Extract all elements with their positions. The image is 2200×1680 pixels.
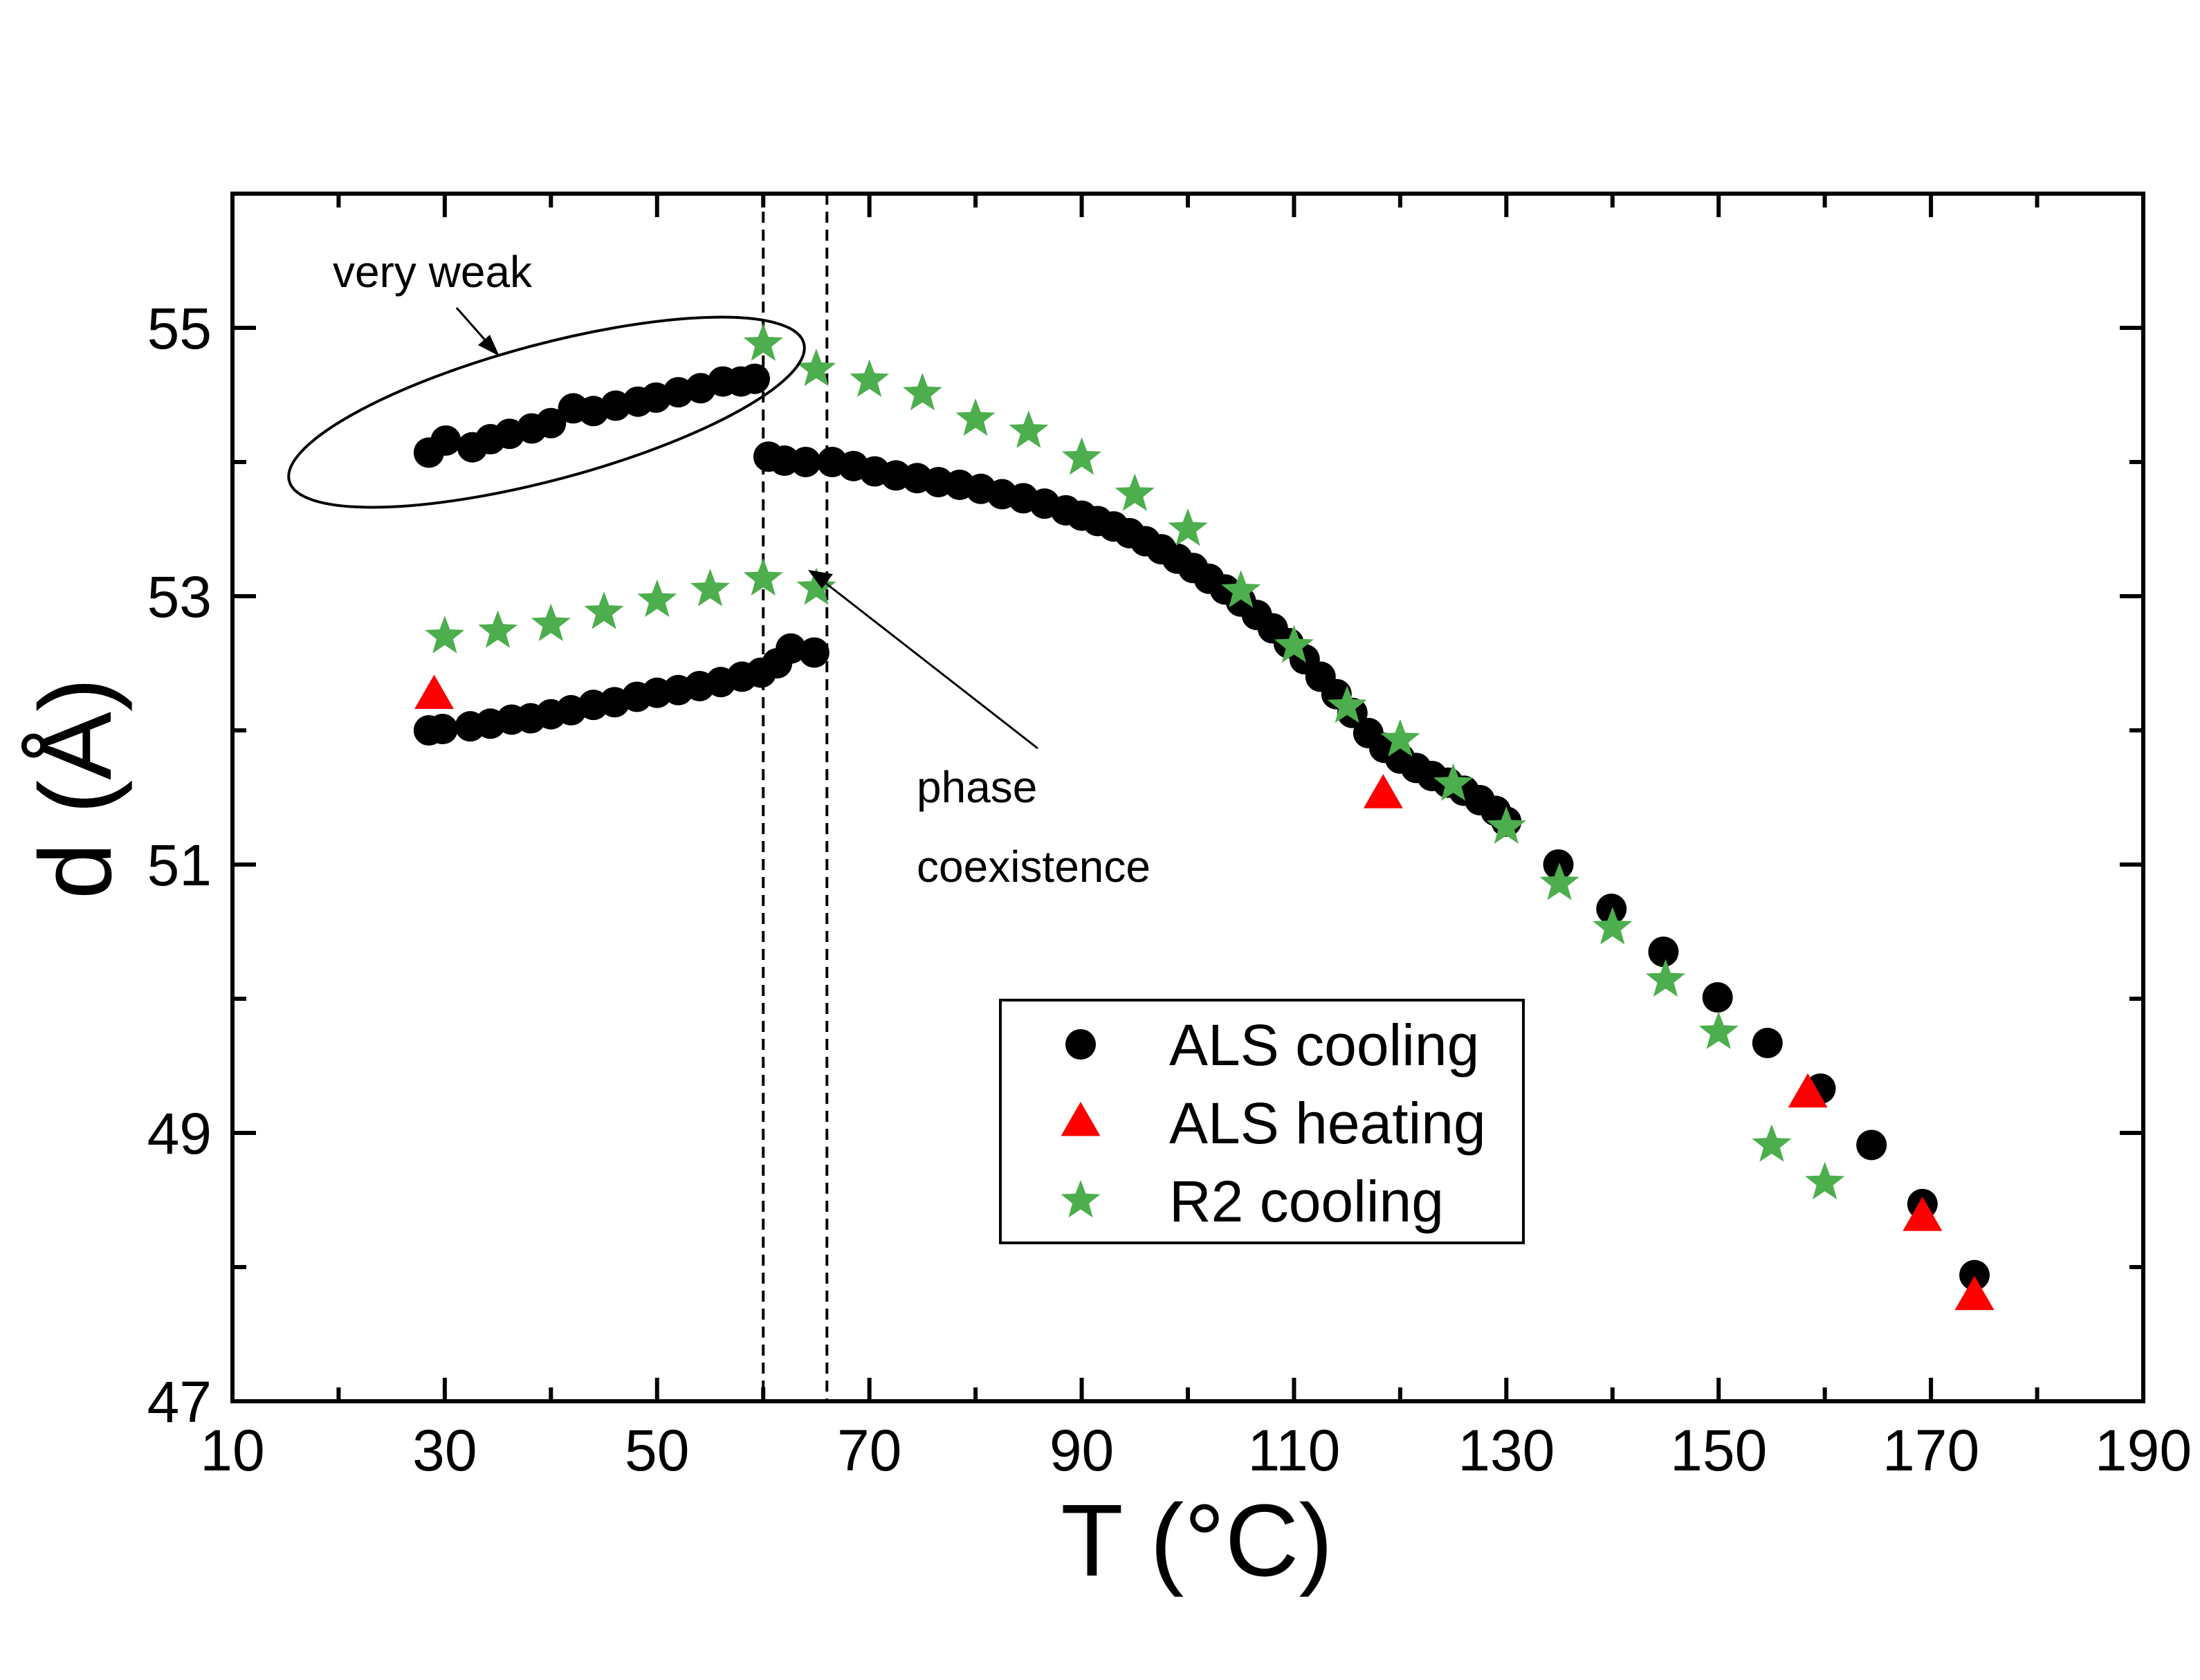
x-tick-label: 50: [625, 1418, 689, 1483]
star-data-point: [1486, 806, 1526, 844]
series-als-cooling: [413, 363, 1990, 1291]
star-data-point: [478, 610, 518, 648]
y-tick-label: 47: [147, 1369, 212, 1434]
star-data-point: [743, 557, 783, 596]
x-tick-label: 110: [1247, 1418, 1340, 1483]
annotation-very-weak: very weak: [333, 247, 533, 297]
star-data-point: [1593, 907, 1633, 945]
legend-label: ALS heating: [1169, 1091, 1486, 1156]
star-data-point: [850, 359, 890, 397]
series-r2-cooling: [425, 323, 1845, 1200]
star-data-point: [531, 603, 571, 641]
star-data-point: [796, 349, 836, 387]
star-data-point: [637, 579, 677, 618]
star-data-point: [1380, 719, 1420, 757]
annotation-arrow-line: [824, 581, 1038, 750]
circle-data-point: [739, 363, 770, 394]
star-data-point: [1168, 508, 1208, 546]
triangle-data-point: [1903, 1197, 1943, 1231]
circle-data-point: [1596, 894, 1627, 925]
star-data-point: [690, 569, 730, 607]
star-data-point: [584, 591, 624, 629]
x-tick-label: 190: [2095, 1418, 2192, 1483]
x-tick-label: 170: [1882, 1418, 1979, 1483]
star-data-point: [1115, 473, 1155, 511]
x-tick-label: 10: [200, 1418, 264, 1483]
circle-data-point: [1648, 936, 1679, 968]
star-data-point: [1062, 437, 1102, 475]
star-data-point: [955, 398, 996, 436]
star-data-point: [1433, 763, 1474, 801]
y-tick-label: 49: [147, 1101, 212, 1166]
star-data-point: [796, 567, 836, 605]
legend-circle-marker: [1065, 1029, 1096, 1060]
x-tick-label: 150: [1670, 1418, 1767, 1483]
star-data-point: [425, 616, 465, 654]
y-axis-label: d (Å): [19, 678, 133, 900]
star-data-point: [1327, 685, 1367, 723]
star-data-point: [1274, 625, 1314, 663]
x-tick-label: 90: [1049, 1418, 1114, 1483]
circle-data-point: [798, 637, 829, 668]
triangle-data-point: [1788, 1073, 1828, 1108]
star-data-point: [743, 323, 783, 361]
star-data-point: [1805, 1161, 1845, 1200]
series-als-heating: [414, 674, 1995, 1311]
y-tick-label: 51: [147, 833, 212, 898]
star-data-point: [1698, 1011, 1739, 1049]
annotation-arrowhead: [808, 570, 833, 589]
data-layer: [413, 323, 1995, 1311]
y-tick-label: 55: [147, 296, 212, 361]
annotation-phase-line2: coexistence: [917, 842, 1151, 892]
legend-label: ALS cooling: [1169, 1013, 1479, 1078]
annotation-arrowhead: [478, 335, 499, 356]
star-data-point: [1221, 570, 1261, 608]
x-tick-label: 130: [1458, 1418, 1555, 1483]
circle-data-point: [427, 714, 458, 745]
circle-data-point: [1752, 1028, 1783, 1059]
axes-layer: 10 30 50 70 90 110 130 150 170 190 47 49 51 53 55: [147, 192, 2192, 1483]
circle-data-point: [1543, 849, 1574, 880]
circle-data-point: [535, 407, 567, 439]
annotation-phase-line1: phase: [917, 762, 1037, 812]
circle-data-point: [790, 447, 821, 477]
circle-data-point: [430, 425, 461, 456]
circle-data-point: [1856, 1129, 1887, 1161]
x-tick-label: 70: [837, 1418, 901, 1483]
x-axis-label: T (°C): [1061, 1484, 1333, 1598]
circle-data-point: [1702, 982, 1733, 1013]
star-data-point: [1539, 862, 1579, 901]
star-data-point: [1009, 410, 1049, 448]
circle-data-point: [1959, 1259, 1990, 1291]
x-tick-label: 30: [412, 1418, 477, 1483]
annotation-layer: very weak phase coexistence: [287, 247, 1151, 892]
triangle-data-point: [414, 674, 455, 710]
star-data-point: [1752, 1124, 1792, 1162]
legend-label: R2 cooling: [1169, 1169, 1444, 1234]
triangle-data-point: [1954, 1275, 1995, 1311]
legend-triangle-marker: [1061, 1102, 1101, 1136]
annotation-ellipse: [287, 315, 806, 509]
y-tick-label: 53: [147, 564, 212, 629]
star-data-point: [1646, 959, 1685, 997]
star-data-point: [902, 373, 942, 411]
legend-star-marker: [1061, 1180, 1101, 1218]
circle-data-point: [776, 633, 807, 664]
triangle-data-point: [1363, 774, 1403, 809]
legend: ALS cooling ALS heating R2 cooling: [999, 999, 1525, 1244]
